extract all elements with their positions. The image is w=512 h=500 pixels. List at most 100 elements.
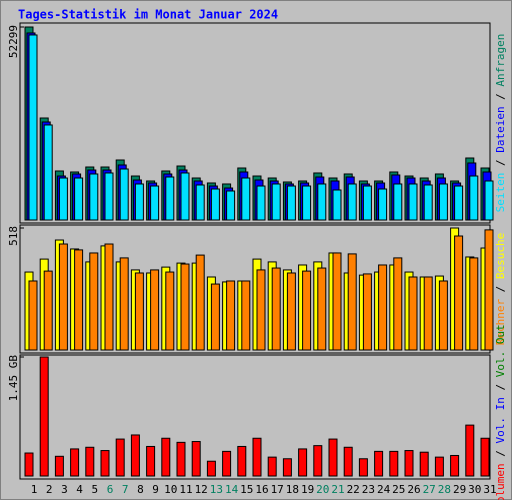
bar (161, 437, 171, 477)
bar (484, 229, 494, 351)
legend-entry: Vol. In (494, 397, 507, 443)
bar (89, 173, 99, 221)
bar (484, 180, 494, 221)
bar (434, 456, 444, 477)
bar (241, 177, 251, 221)
chart-title: Tages-Statistik im Monat Januar 2024 (18, 8, 278, 22)
bar (222, 450, 232, 477)
legend-entry: Volumen (494, 463, 507, 500)
legend-entry: Besuche (494, 233, 507, 279)
x-tick-label: 19 (301, 483, 314, 496)
legend-separator: / (494, 443, 507, 463)
bar (328, 438, 338, 477)
legend-entry: Dateien (494, 106, 507, 152)
bar (85, 446, 95, 477)
bar (374, 450, 384, 477)
legend-entry: Vol. Out (494, 324, 507, 377)
bar (130, 434, 140, 477)
x-tick-label: 24 (377, 483, 391, 496)
x-tick-label: 8 (137, 483, 144, 496)
bar (252, 437, 262, 477)
bar (469, 257, 479, 351)
y-tick-label: 52299 (7, 25, 20, 58)
x-tick-label: 29 (453, 483, 466, 496)
bar (74, 177, 84, 221)
x-tick-label: 20 (316, 483, 329, 496)
bar (438, 280, 448, 351)
bar (267, 456, 277, 477)
bar (165, 271, 175, 351)
bar (450, 454, 460, 477)
x-tick-label: 23 (362, 483, 375, 496)
bar (362, 185, 372, 221)
bar (119, 257, 129, 351)
bar (438, 183, 448, 221)
bar (332, 189, 342, 221)
x-tick-label: 5 (91, 483, 98, 496)
bar (150, 185, 160, 221)
bar (150, 269, 160, 351)
x-tick-label: 30 (468, 483, 481, 496)
x-tick-label: 15 (240, 483, 253, 496)
bar (423, 184, 433, 221)
bar (24, 452, 34, 477)
bar (362, 273, 372, 351)
x-tick-label: 18 (286, 483, 299, 496)
bar (195, 184, 205, 221)
x-tick-label: 14 (225, 483, 239, 496)
bar (28, 280, 38, 351)
x-tick-label: 12 (195, 483, 208, 496)
bar (43, 270, 53, 351)
bar (256, 269, 266, 351)
x-tick-label: 31 (483, 483, 496, 496)
legend-entry: Anfragen (494, 34, 507, 87)
bar (271, 183, 281, 221)
bar (404, 450, 414, 477)
bar (134, 183, 144, 221)
x-tick-label: 17 (271, 483, 284, 496)
bar (286, 272, 296, 351)
bar (469, 175, 479, 221)
bar (115, 438, 125, 477)
bar (210, 188, 220, 221)
x-tick-label: 27 (423, 483, 436, 496)
legend-entry: Seiten (494, 173, 507, 213)
x-tick-label: 13 (210, 483, 223, 496)
bar (465, 424, 475, 477)
bar (408, 183, 418, 221)
legend: Seiten / Dateien / Anfragen (494, 34, 507, 213)
bar (180, 172, 190, 221)
legend-separator: / (494, 87, 507, 107)
x-tick-label: 25 (392, 483, 405, 496)
bar (298, 448, 308, 477)
bar (54, 455, 64, 477)
x-tick-label: 3 (61, 483, 68, 496)
bar (165, 176, 175, 221)
bar (347, 253, 357, 351)
bar (302, 185, 312, 221)
y-tick-label: 1.45 GB (7, 355, 20, 402)
x-tick-label: 7 (122, 483, 129, 496)
x-tick-label: 1 (31, 483, 38, 496)
x-tick-label: 26 (407, 483, 420, 496)
bar (454, 185, 464, 221)
bar (74, 249, 84, 351)
bar (454, 235, 464, 351)
bar (104, 243, 114, 351)
x-tick-label: 21 (331, 483, 344, 496)
bar (43, 124, 53, 221)
x-tick-label: 11 (179, 483, 192, 496)
bar (191, 441, 201, 477)
x-tick-label: 2 (46, 483, 53, 496)
bar (317, 267, 327, 351)
bar (343, 446, 353, 477)
bar (480, 437, 490, 477)
bar (347, 183, 357, 221)
bar (317, 183, 327, 221)
bar (58, 243, 68, 351)
legend: Volumen / Vol. In / Vol. Out (494, 324, 507, 500)
bar (256, 185, 266, 221)
bar (226, 190, 236, 221)
bar (119, 168, 129, 221)
bar (180, 263, 190, 351)
